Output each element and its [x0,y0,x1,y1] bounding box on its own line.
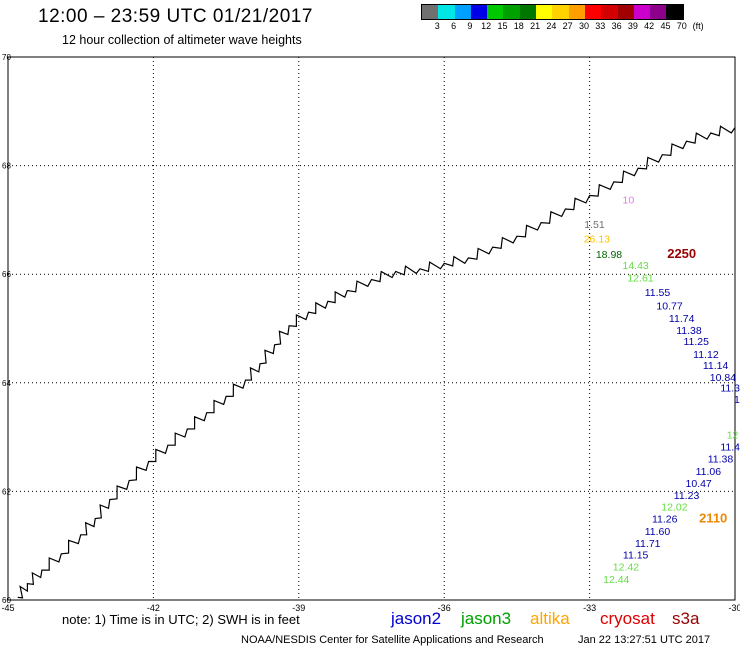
plot-frame [7,56,736,601]
color-scale-bar [421,4,684,20]
wave-height-label: 18.98 [596,249,622,261]
color-swatch [568,5,585,19]
color-swatch [650,5,667,19]
color-scale-label: 30 [578,21,590,31]
wave-height-label: 11.60 [645,526,671,538]
wave-height-label: 2250 [667,246,696,261]
wave-height-label: 10.77 [656,300,682,312]
wave-height-label: 11.15 [623,550,649,562]
color-scale-label: 15 [497,21,508,31]
color-scale-labels: 3 6 9 12 15 18 21 24 27 30 33 36 39 42 45 70 (ft) [421,21,704,35]
wave-height-label: 10 [623,195,635,207]
y-tick-label: 70 [2,53,11,62]
credit-text: NOAA/NESDIS Center for Satellite Applica… [241,634,544,646]
legend-item-altika: altika [530,609,570,628]
color-scale-label: 39 [627,21,638,31]
x-tick-label: -36 [438,603,451,613]
wave-height-label: 11.38 [676,325,702,337]
color-scale-label: 42 [644,21,655,31]
color-swatch [422,5,439,19]
x-tick-label: -30 [728,603,740,613]
color-scale-label: 24 [546,21,557,31]
color-swatch [454,5,471,19]
color-swatch [487,5,504,19]
wave-height-label: 11.14 [703,360,729,372]
legend-item-cryosat: cryosat [600,609,655,628]
y-tick-label: 64 [2,379,11,388]
wave-height-label: 11.12 [693,349,719,361]
wave-height-label: 14.43 [623,260,649,272]
color-swatch [617,5,634,19]
timestamp-text: Jan 22 13:27:51 UTC 2017 [578,634,711,646]
color-swatch [438,5,455,19]
y-tick-label: 68 [2,162,11,171]
legend-item-jason3: jason3 [461,609,512,628]
wave-height-label: 12.61 [627,272,653,284]
wave-height-label: 11.23 [674,490,700,502]
x-tick-label: -33 [583,603,596,613]
wave-height-label: 12.42 [613,562,639,574]
color-scale-label: 9 [467,21,473,31]
color-scale-label: 27 [562,21,573,31]
wave-height-label: 11.71 [635,538,661,550]
color-swatch [584,5,602,19]
note-text: note: 1) Time is in UTC; 2) SWH is in fe… [62,612,300,627]
wave-height-label: 2110 [699,510,727,525]
color-swatch [536,5,553,19]
color-swatch [666,5,683,19]
color-scale-label: 12 [481,21,492,31]
color-swatch [633,5,651,19]
y-tick-label: 60 [2,596,11,605]
color-scale-label: 3 [434,21,440,31]
coastline [17,125,736,599]
x-tick-label: -39 [292,603,305,613]
wave-height-label: 10.84 [710,372,736,384]
y-tick-label: 62 [2,487,11,496]
wave-height-label: 11.26 [652,513,678,525]
wave-height-label: 10.47 [686,478,712,490]
color-scale-label: 6 [451,21,457,31]
chart-subtitle: 12 hour collection of altimeter wave hei… [62,33,302,47]
wave-height-label: 26.13 [584,234,610,246]
color-scale-label: 33 [595,21,606,31]
color-scale-label: 70 [676,21,687,31]
legend-item-jason2: jason2 [391,609,442,628]
wave-height-label: 11.25 [683,336,709,348]
color-scale-label: 36 [611,21,622,31]
color-swatch [503,5,520,19]
wave-height-label: 10 [734,394,740,406]
x-tick-label: -42 [147,603,160,613]
chart-title: 12:00 – 23:59 UTC 01/21/2017 [38,6,313,27]
wave-height-label: 11.06 [696,466,722,478]
color-scale-label: 18 [513,21,524,31]
wave-height-label: 1.51 [584,219,605,231]
color-scale: 3 6 9 12 15 18 21 24 27 30 33 36 39 42 45 70 (ft) [421,4,704,35]
legend-item-s3a: s3a [672,609,700,628]
wave-height-label: 11.3 [720,382,740,394]
color-scale-label: 21 [530,21,541,31]
color-swatch [470,5,488,19]
wave-height-label: 12.02 [661,501,687,513]
y-tick-label: 66 [2,270,11,279]
wave-height-label: 11.4 [720,442,740,454]
x-tick-label: -45 [1,603,14,613]
wave-height-label: 11.74 [669,313,695,325]
color-swatch [519,5,537,19]
wave-height-label: 11.55 [645,287,671,299]
color-swatch [601,5,618,19]
wave-height-label: 11.38 [708,454,734,466]
color-swatch [552,5,569,19]
color-scale-label: 45 [660,21,671,31]
wave-height-label: 12 [727,430,739,442]
color-scale-label: (ft) [692,21,704,31]
wave-height-label: 12.44 [603,574,629,586]
